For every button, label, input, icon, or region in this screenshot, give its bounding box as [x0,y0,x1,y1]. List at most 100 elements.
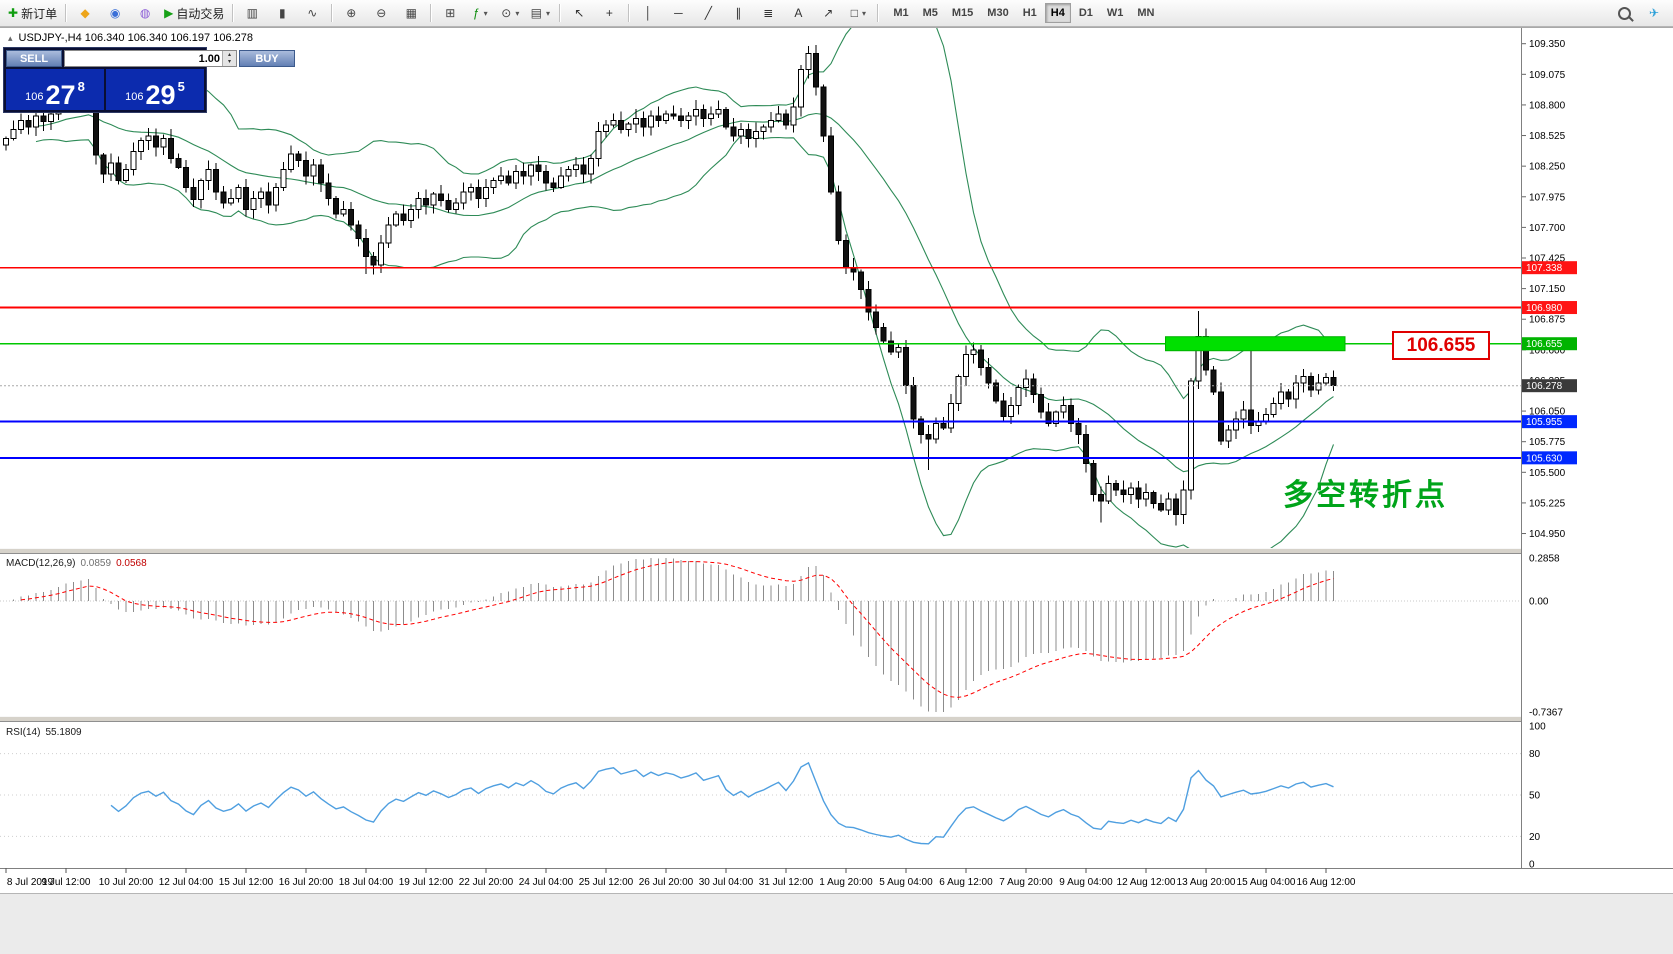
timeframe-m30-button[interactable]: M30 [987,7,1009,19]
bullish-candle [130,151,137,170]
price-axis[interactable] [1522,27,1673,868]
timeframe-m5-button[interactable]: M5 [922,7,938,19]
pane-divider[interactable] [0,716,1673,722]
volume-input[interactable] [65,51,222,66]
bullish-candle [895,347,902,353]
zoom-out-button[interactable]: ⊖ [366,2,396,24]
bearish-candle [828,135,834,193]
search-button[interactable] [1609,2,1639,24]
bullish-candle [393,213,399,226]
bearish-candle [903,347,909,386]
templates-button[interactable]: ▤ ▾ [525,2,555,24]
macd-pane[interactable] [0,554,1521,716]
tile-windows-button[interactable]: ⊞ [435,2,465,24]
bullish-candle [123,168,129,182]
chevron-down-icon: ▾ [483,8,488,18]
text-tool-button[interactable]: A [783,2,813,24]
bullish-candle [205,168,212,182]
bearish-candle [985,367,992,384]
vertical-line-tool-button[interactable]: │ [633,2,663,24]
time-tick-label: 16 Jul 20:00 [279,877,334,888]
bullish-candle [10,128,17,139]
bearish-candle [153,135,159,148]
channel-tool-button[interactable]: ∥ [723,2,753,24]
buy-button[interactable]: BUY [239,50,295,67]
volume-down-button[interactable]: ▾ [223,58,236,66]
time-tick-label: 30 Jul 04:00 [699,877,754,888]
bullish-candle [108,162,114,175]
bearish-candle [1308,376,1314,391]
bullish-candle [340,209,347,215]
toolbar-separator [628,4,630,22]
market-button[interactable]: ◍ [130,2,160,24]
notifications-button[interactable]: ✈ [1639,2,1669,24]
bearish-candle [925,433,932,440]
volume-up-button[interactable]: ▴ [223,51,236,59]
time-tick-label: 31 Jul 12:00 [759,877,814,888]
bearish-candle [888,340,894,353]
bullish-candle [798,68,804,108]
candlestick-mode-icon: ▮ [279,6,286,20]
bullish-candle [288,153,294,170]
zone-price-label[interactable]: 106.655 [1392,331,1490,360]
bearish-candle [723,108,729,128]
price-chart[interactable]: 104.950105.225105.500105.775106.050106.3… [0,27,1673,954]
sell-button[interactable]: SELL [6,50,62,67]
trendline-tool-button[interactable]: ╱ [693,2,723,24]
bearish-candle [1210,369,1217,393]
line-chart-mode-button[interactable]: ∿ [297,2,327,24]
bullish-candle [1278,391,1284,404]
search-icon [1617,6,1631,20]
crosshair-button[interactable]: + [594,2,624,24]
timeframe-h4-button[interactable]: H4 [1044,3,1071,23]
time-tick-label: 10 Jul 20:00 [99,877,154,888]
timeframe-m15-button[interactable]: M15 [951,7,974,19]
timeframe-w1-button[interactable]: W1 [1106,7,1124,19]
main-chart-pane[interactable] [0,27,1521,548]
zoom-in-button[interactable]: ⊕ [336,2,366,24]
indicators-button[interactable]: ƒ ▾ [465,2,495,24]
bullish-candle [1293,382,1299,400]
sell-price[interactable]: 106 27 8 [6,69,104,110]
arrow-tool-button[interactable]: ↗ [813,2,843,24]
mql5-button[interactable]: ◆ [70,2,100,24]
buy-price[interactable]: 106 29 5 [106,69,204,110]
timeframe-m1-button[interactable]: M1 [893,7,909,19]
horizontal-line-tool-button[interactable]: ─ [663,2,693,24]
bearish-candle [1158,502,1164,511]
price-tick-label: 108.525 [1529,131,1566,142]
periods-icon: ⊙ [501,6,512,20]
community-icon: ◉ [109,6,121,20]
periods-button[interactable]: ⊙ ▾ [495,2,525,24]
cursor-button[interactable]: ↖ [564,2,594,24]
bar-chart-mode-button[interactable]: ▥ [237,2,267,24]
bearish-candle [1000,400,1007,418]
bearish-candle [25,120,32,128]
price-tick-label: 109.350 [1529,39,1566,50]
chart-area: 104.950105.225105.500105.775106.050106.3… [0,27,1673,954]
bearish-candle [168,137,174,159]
shapes-tool-icon: □ [850,6,858,20]
price-zone-rect[interactable] [1165,336,1346,352]
bearish-candle [333,197,339,215]
timeframe-h1-button[interactable]: H1 [1022,7,1037,19]
price-tag-label: 107.338 [1526,263,1563,274]
one-click-toggle-icon[interactable]: ▴ [8,32,13,43]
annotation-text[interactable]: 多空转折点 [1283,479,1448,512]
timeframe-d1-button[interactable]: D1 [1078,7,1093,19]
rsi-line [110,761,1334,845]
candlestick-mode-button[interactable]: ▮ [267,2,297,24]
price-tick-label: 105.775 [1529,437,1566,448]
shapes-tool-button[interactable]: □ ▾ [843,2,873,24]
bollinger-lower-band [35,134,1335,548]
bullish-candle [280,168,287,188]
timeframe-mn-button[interactable]: MN [1137,7,1155,19]
community-button[interactable]: ◉ [100,2,130,24]
autotrading-button[interactable]: ▶ 自动交易 [160,2,228,24]
fibonacci-tool-button[interactable]: ≣ [753,2,783,24]
time-tick-label: 12 Jul 04:00 [159,877,214,888]
grid-button[interactable]: ▦ [396,2,426,24]
new-order-button[interactable]: ✚ 新订单 [4,2,61,24]
pane-divider[interactable] [0,548,1673,554]
